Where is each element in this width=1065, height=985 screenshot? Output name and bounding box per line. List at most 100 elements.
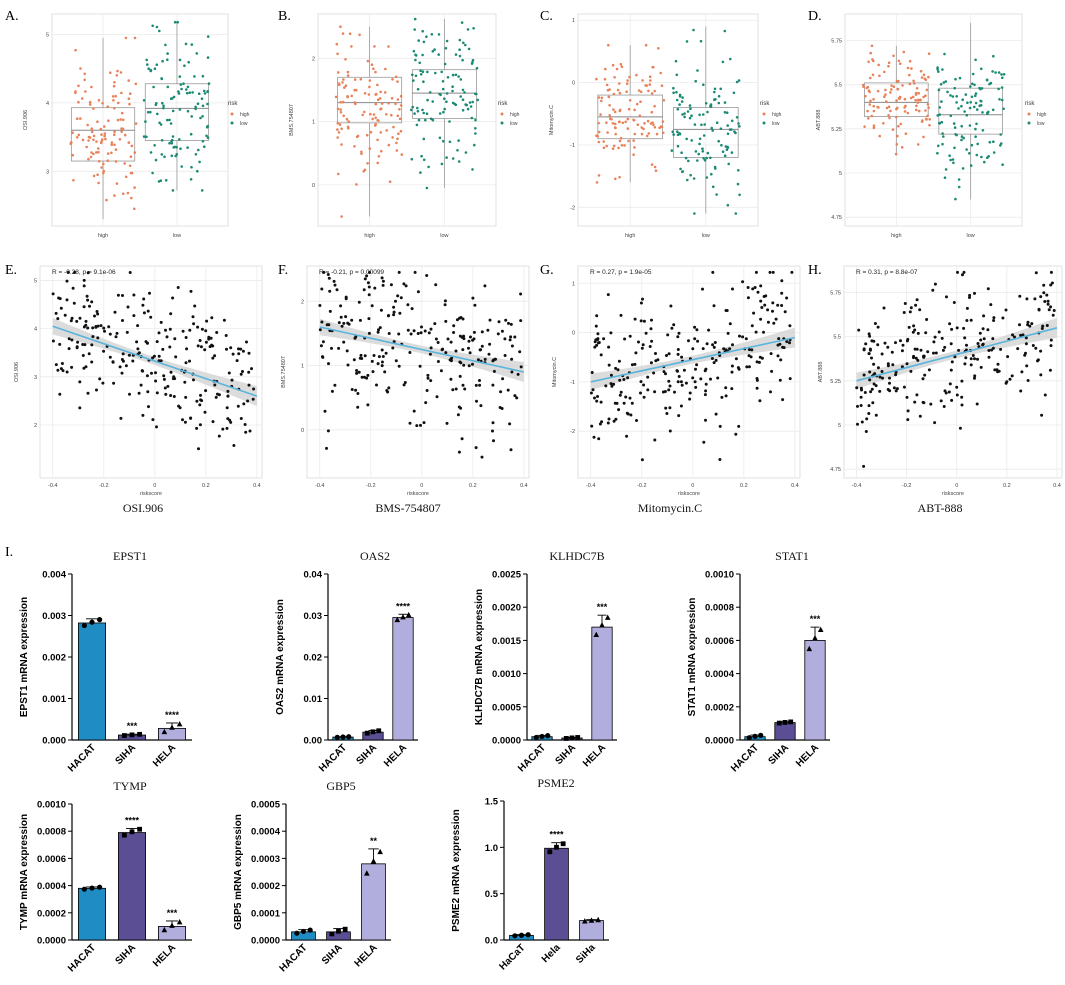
data-point-high [123, 162, 126, 165]
data-point [449, 340, 453, 344]
data-point-low [155, 25, 159, 29]
data-point [780, 279, 784, 283]
data-point [1049, 305, 1053, 309]
data-point-low [418, 61, 422, 65]
data-point [640, 458, 644, 462]
data-point [973, 374, 977, 378]
data-point-high [872, 126, 876, 129]
data-point-low [206, 35, 210, 38]
data-point [702, 440, 706, 444]
data-point-low [146, 110, 150, 114]
data-point-low [737, 169, 740, 172]
data-point [931, 288, 935, 292]
data-point-low [943, 52, 946, 56]
data-point [413, 270, 417, 274]
data-point [513, 335, 517, 339]
data-point [373, 286, 377, 290]
data-point [237, 347, 240, 351]
data-point-high [89, 155, 93, 159]
data-point-high [595, 77, 598, 81]
data-point-low [434, 71, 437, 75]
data-point-low [738, 193, 741, 197]
data-point-low [937, 88, 941, 92]
data-point [694, 367, 697, 371]
data-point [480, 455, 484, 459]
data-point-low [443, 62, 447, 66]
data-point [763, 303, 767, 307]
data-point-low [975, 122, 978, 126]
data-point [462, 334, 466, 338]
data-point [684, 381, 688, 385]
data-point [112, 381, 116, 385]
data-point-high [380, 149, 383, 153]
data-point-low [441, 80, 445, 83]
data-point [379, 308, 383, 312]
stat-annotation: R = -0.21, p = 0.00099 [319, 269, 384, 276]
data-point-high [359, 77, 363, 81]
data-point [598, 422, 602, 426]
data-point [436, 360, 440, 363]
data-point-high [915, 104, 918, 108]
drug-title: ABT-888 [918, 501, 963, 515]
data-point [357, 300, 361, 304]
data-point-low [433, 48, 436, 51]
data-point [677, 414, 681, 418]
panel-label: A. [5, 9, 19, 24]
replicate-point [588, 917, 595, 923]
data-point [1004, 308, 1008, 312]
data-point [762, 295, 766, 298]
data-point-high [336, 52, 339, 56]
data-point [99, 324, 103, 328]
data-point [750, 324, 754, 328]
data-point [1008, 377, 1012, 381]
data-point-high [87, 135, 91, 139]
data-point [788, 377, 792, 381]
data-point-low [411, 73, 414, 77]
data-point-low [726, 132, 730, 136]
data-point [872, 362, 876, 366]
x-tick-label: -0.2 [902, 483, 911, 489]
data-point-low [680, 151, 683, 154]
data-point-low [719, 87, 722, 91]
bar-hela [591, 626, 613, 741]
data-point-high [602, 140, 605, 143]
data-point [639, 380, 643, 384]
data-point-high [79, 67, 82, 70]
data-point [199, 345, 203, 349]
data-point-high [342, 114, 346, 118]
data-point [906, 409, 910, 413]
data-point [1039, 295, 1043, 299]
data-point-high [339, 108, 342, 111]
data-point [734, 357, 738, 361]
data-point-high [385, 129, 389, 132]
replicate-point [346, 734, 352, 740]
y-tick-label: 5.75 [830, 291, 841, 297]
plot-frame [317, 13, 497, 227]
replicate-point [758, 732, 764, 738]
data-point-high [632, 119, 636, 122]
data-point [387, 332, 391, 335]
data-point [1051, 313, 1055, 317]
data-point [1046, 299, 1050, 303]
data-point-low [685, 40, 689, 43]
data-point [87, 352, 91, 356]
data-point-high [111, 95, 115, 98]
data-point [386, 314, 390, 318]
data-point [942, 405, 946, 408]
data-point-high [116, 118, 120, 122]
data-point [246, 399, 250, 403]
data-point [78, 380, 82, 384]
data-point [210, 316, 214, 320]
data-point-high [72, 179, 75, 182]
y-tick-label: 0 [312, 183, 315, 189]
data-point [239, 347, 243, 351]
replicate-point [370, 858, 377, 864]
data-point-high [392, 125, 395, 129]
data-point-high [396, 80, 399, 83]
data-point [91, 326, 95, 330]
data-point [111, 360, 115, 364]
y-tick-label: 0.0005 [492, 702, 522, 713]
x-tick-label: 0.2 [202, 483, 210, 489]
data-point [595, 399, 599, 403]
data-point-low [719, 127, 723, 130]
